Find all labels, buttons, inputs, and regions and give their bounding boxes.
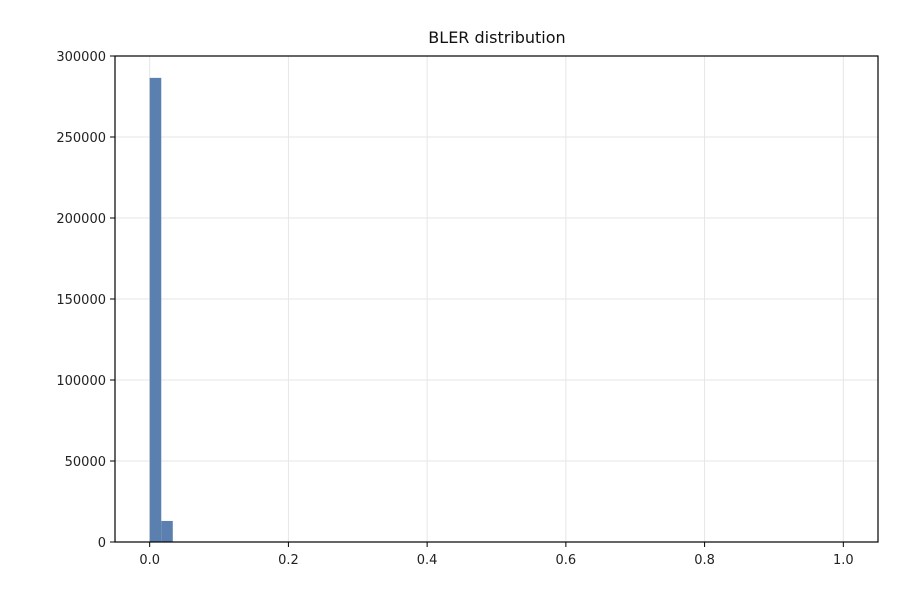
y-tick-label: 150000 [56,293,106,308]
histogram-bar [149,77,162,543]
grid-lines [115,55,878,543]
x-tick-label: 0.2 [278,553,299,568]
histogram-bar [161,520,173,542]
x-tick-label: 0.6 [556,553,577,568]
y-tick-label: 300000 [56,50,106,65]
x-tick-label: 1.0 [833,553,854,568]
y-tick-label: 100000 [56,374,106,389]
y-tick-label: 50000 [65,455,106,470]
x-tick-label: 0.0 [139,553,160,568]
y-tick-label: 0 [98,536,106,551]
y-tick-label: 250000 [56,131,106,146]
chart-title: BLER distribution [428,28,565,47]
y-tick-label: 200000 [56,212,106,227]
y-axis: 0 50000 100000 150000 200000 250000 300000 [56,50,115,551]
x-tick-label: 0.8 [694,553,715,568]
x-tick-label: 0.4 [417,553,438,568]
histogram-bars [149,77,173,543]
x-axis: 0.0 0.2 0.4 0.6 0.8 1.0 [139,542,854,568]
